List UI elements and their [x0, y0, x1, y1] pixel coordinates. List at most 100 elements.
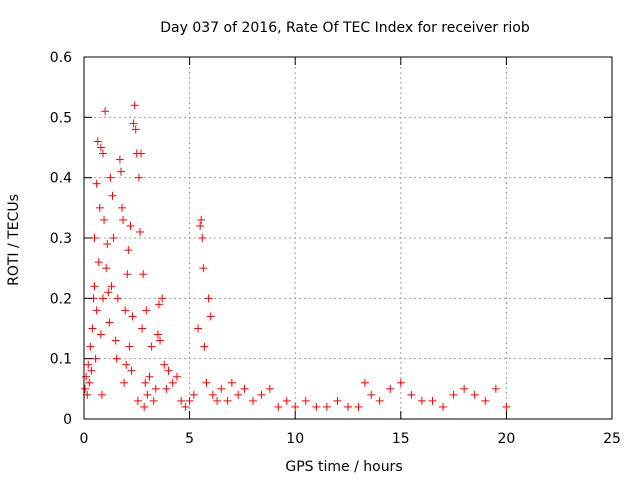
points-layer — [81, 101, 511, 411]
data-point — [322, 402, 331, 411]
data-point — [129, 119, 138, 128]
x-tick-label: 15 — [392, 431, 410, 447]
data-point — [428, 396, 437, 405]
data-point — [143, 390, 152, 399]
data-point — [141, 378, 150, 387]
data-point — [88, 324, 97, 333]
data-point — [168, 378, 177, 387]
y-tick-label: 0.5 — [50, 110, 72, 126]
data-point — [122, 360, 131, 369]
data-point — [149, 396, 158, 405]
data-point — [449, 390, 458, 399]
data-point — [107, 282, 116, 291]
data-point — [227, 378, 236, 387]
data-point — [147, 342, 156, 351]
data-point — [125, 342, 134, 351]
data-point — [109, 234, 118, 242]
x-axis-label: GPS time / hours — [285, 459, 402, 475]
data-point — [135, 227, 144, 236]
data-point — [199, 264, 208, 273]
data-point — [118, 203, 127, 212]
data-point — [100, 215, 109, 224]
data-point — [240, 384, 249, 393]
data-point — [158, 294, 167, 303]
data-point — [96, 330, 105, 339]
data-point — [95, 203, 104, 212]
data-point — [87, 366, 96, 375]
data-point — [85, 378, 94, 387]
data-point — [101, 107, 110, 116]
data-point — [333, 396, 342, 405]
x-tick-label: 10 — [286, 431, 304, 447]
data-point — [99, 294, 108, 303]
data-point — [189, 390, 198, 399]
data-point — [137, 149, 146, 158]
y-tick-label: 0.1 — [50, 352, 72, 368]
data-point — [265, 384, 274, 393]
data-point — [375, 396, 384, 405]
data-point — [164, 366, 173, 375]
data-point — [127, 366, 136, 375]
data-point — [367, 390, 376, 399]
data-point — [386, 384, 395, 393]
data-point — [185, 396, 194, 405]
data-point — [439, 402, 448, 411]
data-point — [97, 390, 106, 399]
data-point — [105, 318, 114, 327]
data-point — [194, 324, 203, 333]
data-point — [162, 384, 171, 393]
y-axis-label: ROTI / TECUs — [6, 194, 22, 286]
data-point — [119, 215, 128, 224]
data-point — [470, 390, 479, 399]
data-point — [94, 258, 103, 267]
data-point — [196, 221, 205, 230]
data-point — [344, 402, 352, 411]
data-point — [223, 396, 232, 405]
data-point — [86, 342, 95, 351]
data-point — [92, 306, 101, 315]
x-tick-label: 5 — [185, 431, 194, 447]
data-point — [417, 396, 426, 405]
data-point — [131, 125, 140, 134]
data-point — [113, 294, 122, 303]
data-point — [151, 384, 160, 393]
data-point — [130, 101, 139, 110]
data-point — [301, 396, 310, 405]
y-tick-label: 0.6 — [50, 50, 72, 66]
data-point — [83, 390, 92, 399]
data-point — [108, 191, 117, 200]
data-point — [82, 372, 91, 381]
data-point — [481, 396, 490, 405]
data-point — [217, 384, 226, 393]
data-point — [202, 378, 211, 387]
data-point — [93, 137, 102, 146]
data-point — [138, 324, 147, 333]
data-point — [396, 378, 405, 387]
data-point — [116, 167, 125, 176]
data-point — [154, 300, 163, 309]
data-point — [213, 396, 222, 405]
data-point — [172, 372, 181, 381]
data-point — [128, 312, 137, 321]
data-point — [502, 402, 511, 411]
y-tick-label: 0 — [63, 412, 72, 428]
data-point — [291, 402, 300, 411]
data-point — [134, 173, 143, 182]
data-point — [91, 354, 100, 363]
data-point — [160, 360, 169, 369]
data-point — [111, 336, 120, 345]
data-point — [156, 336, 165, 345]
y-tick-label: 0.2 — [50, 291, 72, 307]
data-point — [96, 143, 105, 152]
chart-title: Day 037 of 2016, Rate Of TEC Index for r… — [160, 20, 530, 36]
data-point — [181, 402, 190, 411]
data-point — [103, 240, 112, 249]
data-point — [123, 270, 132, 279]
data-point — [248, 396, 257, 405]
x-tick-label: 25 — [603, 431, 621, 447]
data-point — [145, 372, 154, 381]
y-tick-label: 0.4 — [50, 171, 72, 187]
